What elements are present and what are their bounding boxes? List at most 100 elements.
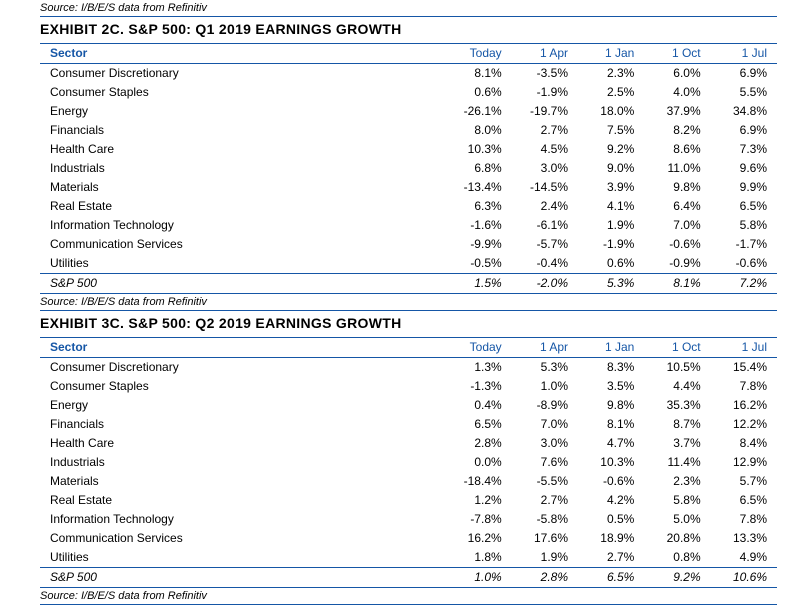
value-cell: 2.7% [512, 121, 578, 140]
value-cell: 34.8% [711, 102, 777, 121]
value-cell: 1.9% [512, 548, 578, 568]
value-cell: 9.2% [578, 140, 644, 159]
value-cell: 6.8% [445, 159, 511, 178]
value-cell: -0.6% [644, 235, 710, 254]
sector-cell: Financials [40, 121, 445, 140]
value-cell: 6.9% [711, 64, 777, 84]
value-cell: -7.8% [445, 510, 511, 529]
value-cell: 7.0% [644, 216, 710, 235]
table-row: Financials6.5%7.0%8.1%8.7%12.2% [40, 415, 777, 434]
value-cell: 8.0% [445, 121, 511, 140]
sector-cell: Materials [40, 472, 445, 491]
value-cell: 0.4% [445, 396, 511, 415]
value-cell: 9.2% [644, 568, 710, 588]
value-cell: 5.5% [711, 83, 777, 102]
sector-cell: Information Technology [40, 510, 445, 529]
table-total-row: S&P 5001.5%-2.0%5.3%8.1%7.2% [40, 274, 777, 294]
value-cell: 1.0% [445, 568, 511, 588]
value-cell: 10.5% [644, 358, 710, 378]
table-row: Consumer Discretionary8.1%-3.5%2.3%6.0%6… [40, 64, 777, 84]
sector-cell: Information Technology [40, 216, 445, 235]
value-cell: 9.9% [711, 178, 777, 197]
table-row: Financials8.0%2.7%7.5%8.2%6.9% [40, 121, 777, 140]
table-header-row: SectorToday1 Apr1 Jan1 Oct1 Jul [40, 338, 777, 358]
sector-cell: Communication Services [40, 529, 445, 548]
value-cell: 2.8% [445, 434, 511, 453]
table-row: Consumer Staples-1.3%1.0%3.5%4.4%7.8% [40, 377, 777, 396]
value-cell: -26.1% [445, 102, 511, 121]
table-row: Consumer Discretionary1.3%5.3%8.3%10.5%1… [40, 358, 777, 378]
value-cell: 0.6% [445, 83, 511, 102]
table-row: Health Care10.3%4.5%9.2%8.6%7.3% [40, 140, 777, 159]
sector-cell: Financials [40, 415, 445, 434]
value-cell: 8.7% [644, 415, 710, 434]
sector-cell: Consumer Discretionary [40, 64, 445, 84]
col-period: 1 Jul [711, 44, 777, 64]
value-cell: 5.8% [644, 491, 710, 510]
value-cell: 1.2% [445, 491, 511, 510]
value-cell: -0.9% [644, 254, 710, 274]
sector-cell: Consumer Staples [40, 377, 445, 396]
table-row: Energy0.4%-8.9%9.8%35.3%16.2% [40, 396, 777, 415]
col-period: Today [445, 44, 511, 64]
value-cell: 0.5% [578, 510, 644, 529]
value-cell: 3.0% [512, 434, 578, 453]
sector-cell: Energy [40, 396, 445, 415]
value-cell: -1.3% [445, 377, 511, 396]
value-cell: 12.2% [711, 415, 777, 434]
value-cell: 8.1% [578, 415, 644, 434]
table-row: Industrials6.8%3.0%9.0%11.0%9.6% [40, 159, 777, 178]
value-cell: -5.7% [512, 235, 578, 254]
value-cell: 1.0% [512, 377, 578, 396]
value-cell: 17.6% [512, 529, 578, 548]
value-cell: 3.7% [644, 434, 710, 453]
value-cell: 10.3% [578, 453, 644, 472]
table-row: Communication Services16.2%17.6%18.9%20.… [40, 529, 777, 548]
value-cell: 8.1% [644, 274, 710, 294]
value-cell: 8.3% [578, 358, 644, 378]
value-cell: 4.4% [644, 377, 710, 396]
value-cell: 9.8% [644, 178, 710, 197]
table-row: Consumer Staples0.6%-1.9%2.5%4.0%5.5% [40, 83, 777, 102]
value-cell: 35.3% [644, 396, 710, 415]
sector-cell: Utilities [40, 254, 445, 274]
table-row: Information Technology-1.6%-6.1%1.9%7.0%… [40, 216, 777, 235]
value-cell: -8.9% [512, 396, 578, 415]
table-row: Materials-18.4%-5.5%-0.6%2.3%5.7% [40, 472, 777, 491]
col-period: 1 Jul [711, 338, 777, 358]
col-period: 1 Apr [512, 44, 578, 64]
sector-cell: Industrials [40, 159, 445, 178]
value-cell: 0.6% [578, 254, 644, 274]
table-row: Real Estate6.3%2.4%4.1%6.4%6.5% [40, 197, 777, 216]
sector-cell: Energy [40, 102, 445, 121]
sector-cell: Communication Services [40, 235, 445, 254]
col-sector: Sector [40, 338, 445, 358]
value-cell: 6.5% [578, 568, 644, 588]
value-cell: 8.2% [644, 121, 710, 140]
value-cell: 0.0% [445, 453, 511, 472]
earnings-table: SectorToday1 Apr1 Jan1 Oct1 JulConsumer … [40, 43, 777, 294]
table-row: Health Care2.8%3.0%4.7%3.7%8.4% [40, 434, 777, 453]
col-period: 1 Oct [644, 44, 710, 64]
value-cell: 4.9% [711, 548, 777, 568]
value-cell: 9.8% [578, 396, 644, 415]
value-cell: 6.9% [711, 121, 777, 140]
value-cell: 6.5% [711, 491, 777, 510]
value-cell: 2.7% [578, 548, 644, 568]
value-cell: 4.1% [578, 197, 644, 216]
value-cell: -1.6% [445, 216, 511, 235]
divider [40, 604, 777, 605]
sector-cell: Health Care [40, 140, 445, 159]
col-period: 1 Oct [644, 338, 710, 358]
value-cell: -19.7% [512, 102, 578, 121]
value-cell: -0.5% [445, 254, 511, 274]
value-cell: 5.8% [711, 216, 777, 235]
value-cell: 16.2% [711, 396, 777, 415]
value-cell: 6.3% [445, 197, 511, 216]
col-period: 1 Jan [578, 44, 644, 64]
table-total-row: S&P 5001.0%2.8%6.5%9.2%10.6% [40, 568, 777, 588]
source-line-top: Source: I/B/E/S data from Refinitiv [40, 0, 777, 16]
sector-cell: Health Care [40, 434, 445, 453]
value-cell: -0.4% [512, 254, 578, 274]
value-cell: 8.4% [711, 434, 777, 453]
